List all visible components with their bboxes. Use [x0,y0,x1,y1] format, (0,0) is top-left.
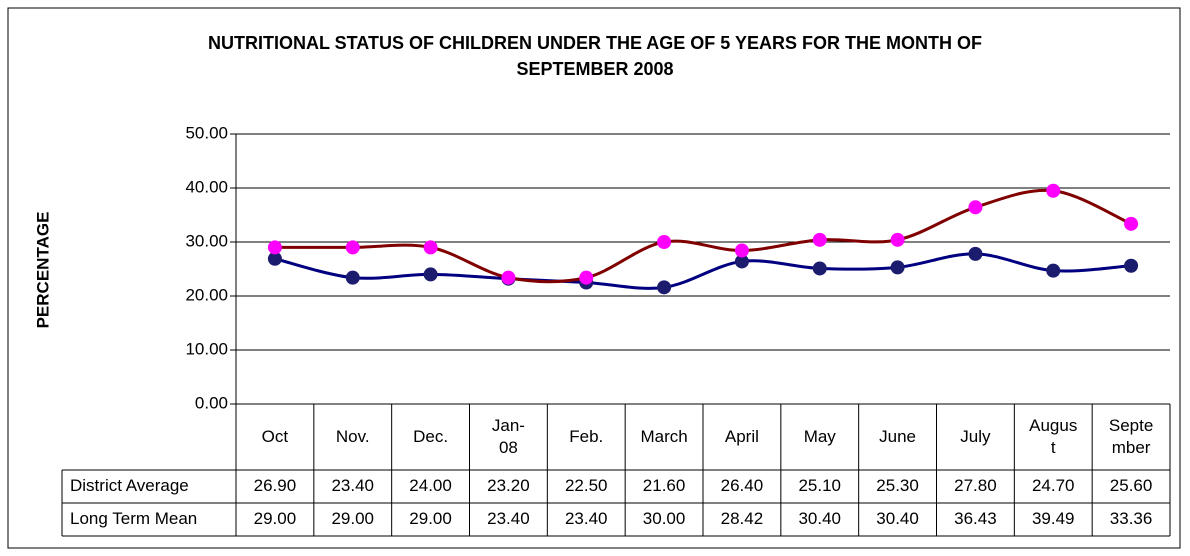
marker [1046,263,1061,278]
marker [657,280,672,295]
y-tick-label: 40.00 [185,177,228,196]
x-tick-label: Nov. [335,427,370,446]
table-value: 23.40 [487,509,530,528]
marker [423,267,438,282]
marker [1124,258,1139,273]
table-value: 25.30 [876,476,919,495]
series-line [274,252,1132,290]
x-tick-label: Oct [261,427,289,446]
table-value: 21.60 [643,476,686,495]
table-value: 24.70 [1032,476,1075,495]
marker [501,270,516,285]
marker [345,270,360,285]
marker [267,240,282,255]
x-tick-label: April [724,427,759,446]
table-value: 26.90 [254,476,297,495]
table-value: 30.00 [643,509,686,528]
marker [890,260,905,275]
marker [968,200,983,215]
chart-title: NUTRITIONAL STATUS OF CHILDREN UNDER THE… [207,33,982,79]
marker [657,235,672,249]
table-value: 39.49 [1032,509,1075,528]
table-value: 36.43 [954,509,997,528]
y-tick-label: 0.00 [195,393,228,412]
table-value: 23.40 [565,509,608,528]
x-tick-label: March [640,427,688,446]
marker [812,261,827,276]
marker [968,246,983,261]
y-tick-label: 50.00 [185,123,228,142]
table-value: 22.50 [565,476,608,495]
marker [345,240,360,255]
y-tick-label: 20.00 [185,285,228,304]
y-tick-label: 10.00 [185,339,228,358]
x-tick-label: September [1108,416,1154,457]
marker [1124,216,1139,231]
marker [423,240,438,255]
x-tick-label: August [1029,416,1078,457]
marker [267,251,282,266]
marker [812,232,827,247]
y-axis-label: PERCENTAGE [33,212,52,329]
table-value: 23.40 [331,476,374,495]
marker [1046,183,1061,198]
table-value: 25.60 [1110,476,1153,495]
marker [579,270,594,285]
table-value: 24.00 [409,476,452,495]
table-value: 23.20 [487,476,530,495]
table-value: 30.40 [876,509,919,528]
x-tick-label: Jan-08 [491,416,525,457]
y-tick-label: 30.00 [185,231,228,250]
table-value: 30.40 [798,509,841,528]
marker [734,243,749,258]
table-value: 33.36 [1110,509,1153,528]
x-tick-label: May [803,427,836,446]
table-value: 26.40 [721,476,764,495]
table-value: 25.10 [798,476,841,495]
series-line [274,188,1132,284]
marker [890,232,905,247]
x-tick-label: Dec. [413,427,449,446]
legend-label: District Average [70,476,189,495]
x-tick-label: July [960,427,991,446]
table-value: 28.42 [721,509,764,528]
marker [734,254,749,269]
chart-border [7,7,1181,549]
legend-label: Long Term Mean [70,509,197,528]
table-value: 27.80 [954,476,997,495]
table-value: 29.00 [409,509,452,528]
table-value: 29.00 [331,509,374,528]
table-value: 29.00 [254,509,297,528]
x-tick-label: Feb. [569,427,604,446]
x-tick-label: June [879,427,917,446]
